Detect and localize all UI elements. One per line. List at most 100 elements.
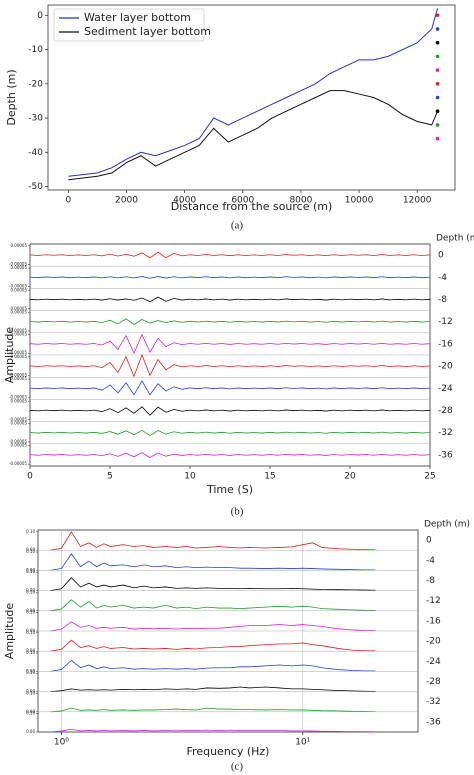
y-tick-label: 0.10 xyxy=(26,650,35,655)
x-axis-label: Distance from the source (m) xyxy=(171,200,333,213)
trace-line xyxy=(29,353,431,378)
y-tick-label: 0.10 xyxy=(26,690,35,695)
receiver-dot xyxy=(435,68,440,72)
receiver-dot xyxy=(435,13,440,18)
y-tick-label: 0.00005 xyxy=(10,398,27,403)
y-tick-label: 0.00005 xyxy=(10,332,27,337)
y-tick-label: 0.00005 xyxy=(10,354,27,359)
y-tick-label: 0.10 xyxy=(26,589,35,594)
x-tick-label: 8000 xyxy=(289,196,312,206)
depth-label: -28 xyxy=(438,406,453,416)
y-tick-label: -40 xyxy=(28,148,43,158)
x-tick-label: 10000 xyxy=(345,196,374,206)
y-tick-label: 0.00 xyxy=(26,729,35,734)
y-tick-label: 0.00005 xyxy=(10,443,27,448)
trace-line xyxy=(50,659,376,672)
y-tick-label: 0.10 xyxy=(26,549,35,554)
caption: (c) xyxy=(231,761,244,773)
y-tick-label: -0.00005 xyxy=(9,350,27,355)
y-tick-label: 0.00 xyxy=(26,709,35,714)
trace-line xyxy=(29,276,431,279)
x-tick-label: 20 xyxy=(344,472,356,482)
x-axis-label: Time (S) xyxy=(206,483,253,496)
y-tick-label: 0.10 xyxy=(26,670,35,675)
x-tick-label: 10 xyxy=(184,472,196,482)
legend-label: Sediment layer bottom xyxy=(84,25,211,38)
receiver-dot xyxy=(435,40,440,45)
depth-label: -24 xyxy=(438,384,453,394)
y-axis-label: Depth (m) xyxy=(5,69,18,125)
y-tick-label: 0.00 xyxy=(26,588,35,593)
receiver-dot xyxy=(435,95,440,100)
receiver-dot xyxy=(435,109,440,114)
y-tick-label: 0.00005 xyxy=(10,287,27,292)
legend-label: Water layer bottom xyxy=(84,11,191,24)
caption: (b) xyxy=(231,506,244,518)
depth-label: -36 xyxy=(438,450,453,460)
depth-label: 0 xyxy=(426,536,432,546)
receiver-dot xyxy=(435,54,440,59)
y-tick-label: -0.00005 xyxy=(9,306,27,311)
trace-line xyxy=(29,406,431,416)
x-tick-label: 2000 xyxy=(115,196,138,206)
depth-label: 0 xyxy=(438,251,444,261)
trace-line xyxy=(29,333,431,355)
y-tick-label: -0.00005 xyxy=(9,461,27,466)
depth-label: -32 xyxy=(438,428,453,438)
depth-label: -32 xyxy=(426,697,441,707)
x-tick-label: 25 xyxy=(424,472,435,482)
x-tick-label: 10⁰ xyxy=(54,738,69,748)
y-tick-label: 0.00 xyxy=(26,608,35,613)
y-tick-label: -0.00005 xyxy=(9,417,27,422)
data-line xyxy=(68,90,439,181)
y-tick-label: 0 xyxy=(37,11,43,21)
y-tick-label: 0.00 xyxy=(26,689,35,694)
x-tick-label: 5 xyxy=(107,472,113,482)
y-tick-label: -0.00005 xyxy=(9,328,27,333)
y-tick-label: 0.10 xyxy=(26,569,35,574)
y-axis-label: Amplitude xyxy=(3,603,16,660)
x-tick-label: 10¹ xyxy=(295,738,310,748)
y-tick-label: -0.00005 xyxy=(9,439,27,444)
trace-line xyxy=(50,577,376,591)
trace-line xyxy=(50,639,376,652)
depth-label: -8 xyxy=(438,295,447,305)
right-axis-title: Depth (m) xyxy=(436,234,474,244)
y-tick-label: 0.00005 xyxy=(10,420,27,425)
depth-label: -20 xyxy=(426,637,441,647)
depth-label: -20 xyxy=(438,362,453,372)
y-tick-label: -50 xyxy=(28,182,43,192)
depth-label: -8 xyxy=(426,576,435,586)
trace-line xyxy=(29,452,431,458)
y-tick-label: 0.10 xyxy=(26,529,35,534)
depth-label: -24 xyxy=(426,657,441,667)
y-tick-label: 0.10 xyxy=(26,630,35,635)
x-tick-label: 0 xyxy=(65,196,71,206)
y-tick-label: -0.00005 xyxy=(9,261,27,266)
trace-line xyxy=(50,553,376,571)
y-tick-label: 0.00 xyxy=(26,567,35,572)
plot-frame xyxy=(47,4,456,191)
caption: (a) xyxy=(231,220,244,232)
right-axis-title: Depth (m) xyxy=(424,520,470,530)
x-tick-label: 4000 xyxy=(173,196,196,206)
receiver-dot xyxy=(435,81,440,86)
y-tick-label: -0.00005 xyxy=(9,395,27,400)
x-tick-label: 6000 xyxy=(231,196,254,206)
y-tick-label: -0.00005 xyxy=(9,284,27,289)
y-tick-label: 0.00 xyxy=(26,668,35,673)
y-tick-label: 0.00005 xyxy=(10,309,27,314)
trace-line xyxy=(29,380,431,396)
y-tick-label: 0.00 xyxy=(26,628,35,633)
depth-label: -12 xyxy=(438,317,453,327)
x-tick-label: 0 xyxy=(27,472,33,482)
y-axis-label: Amplitude xyxy=(3,327,16,384)
y-tick-label: 0.00 xyxy=(26,648,35,653)
depth-label: -28 xyxy=(426,677,441,687)
trace-line xyxy=(50,728,376,733)
x-tick-label: 12000 xyxy=(403,196,432,206)
receiver-dot xyxy=(435,136,440,141)
depth-label: -16 xyxy=(438,339,453,349)
